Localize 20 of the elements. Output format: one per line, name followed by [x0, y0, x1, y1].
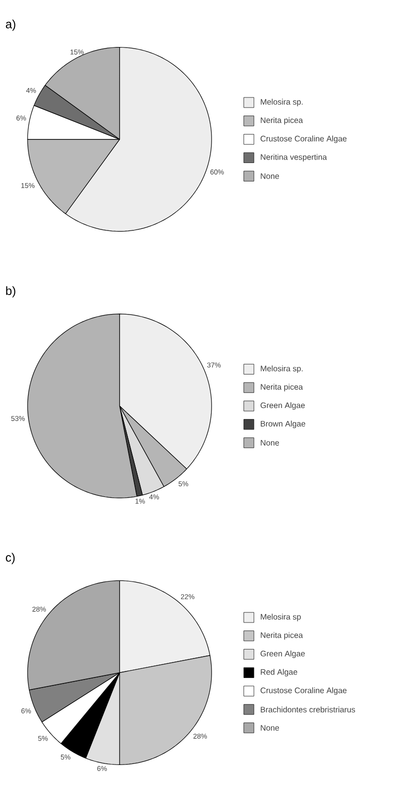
legend-label: Melosira sp: [260, 614, 301, 622]
legend-label: Brachidontes crebristriarus: [260, 706, 356, 712]
chart-title: c): [6, 552, 15, 564]
chart-title: a): [6, 20, 16, 31]
legend-label: Melosira sp.: [260, 98, 303, 106]
legend-label: Brown Algae: [260, 420, 306, 428]
legend-label: None: [260, 725, 279, 731]
legend-label: Nerita picea: [260, 632, 303, 640]
legend-label: Crustose Coraline Algae: [260, 687, 347, 695]
chart-title: b): [6, 286, 16, 298]
legend-label: Melosira sp.: [260, 365, 303, 373]
legend-label: Crustose Coraline Algae: [260, 136, 347, 144]
legend-label: None: [260, 173, 279, 179]
legend-label: Green Algae: [260, 402, 305, 410]
legend-label: None: [260, 440, 279, 446]
legend-label: Green Algae: [260, 650, 305, 658]
legend-label: Red Algae: [260, 668, 298, 676]
legend-label: Neritina vespertina: [260, 154, 327, 162]
legend-label: Nerita picea: [260, 117, 303, 125]
legend-label: Nerita picea: [260, 384, 303, 392]
